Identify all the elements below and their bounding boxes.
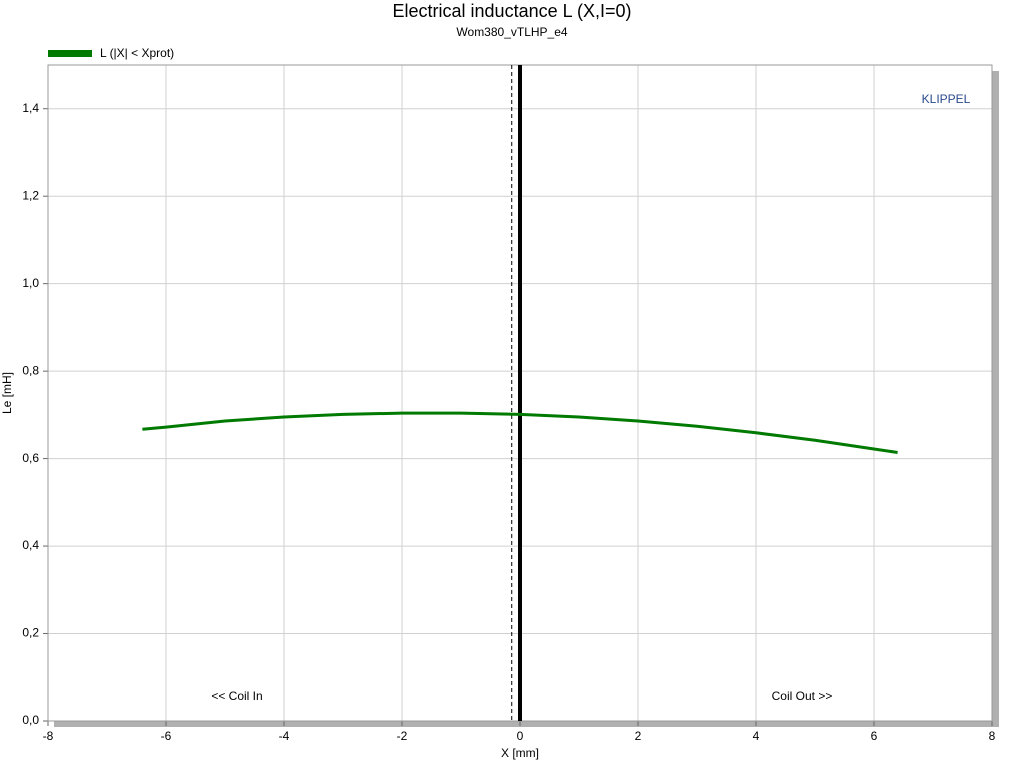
y-tick-label: 0,6 — [22, 451, 39, 465]
x-tick-label: -8 — [43, 729, 54, 743]
y-axis-label: Le [mH] — [0, 372, 14, 414]
shadow — [54, 721, 999, 727]
legend-swatch — [48, 50, 92, 57]
x-tick-label: 2 — [635, 729, 642, 743]
y-tick-label: 0,8 — [22, 363, 39, 377]
x-tick-label: 4 — [753, 729, 760, 743]
y-tick-label: 1,4 — [22, 101, 39, 115]
x-tick-label: -2 — [397, 729, 408, 743]
legend-label: L (|X| < Xprot) — [100, 46, 174, 60]
y-tick-label: 1,0 — [22, 276, 39, 290]
annotation: << Coil In — [211, 689, 262, 703]
x-tick-label: 0 — [517, 729, 524, 743]
y-tick-label: 1,2 — [22, 188, 39, 202]
y-tick-label: 0,0 — [22, 713, 39, 727]
x-tick-label: -6 — [161, 729, 172, 743]
x-tick-label: 6 — [871, 729, 878, 743]
data-line — [142, 411, 898, 454]
y-tick-label: 0,4 — [22, 538, 39, 552]
chart-title: Electrical inductance L (X,I=0) — [393, 1, 632, 21]
annotation: KLIPPEL — [922, 92, 971, 106]
shadow — [992, 71, 999, 727]
chart-subtitle: Wom380_vTLHP_e4 — [456, 25, 567, 39]
x-tick-label: -4 — [279, 729, 290, 743]
x-axis-label: X [mm] — [501, 746, 539, 760]
annotation: Coil Out >> — [772, 689, 833, 703]
y-tick-label: 0,2 — [22, 626, 39, 640]
x-tick-label: 8 — [989, 729, 996, 743]
